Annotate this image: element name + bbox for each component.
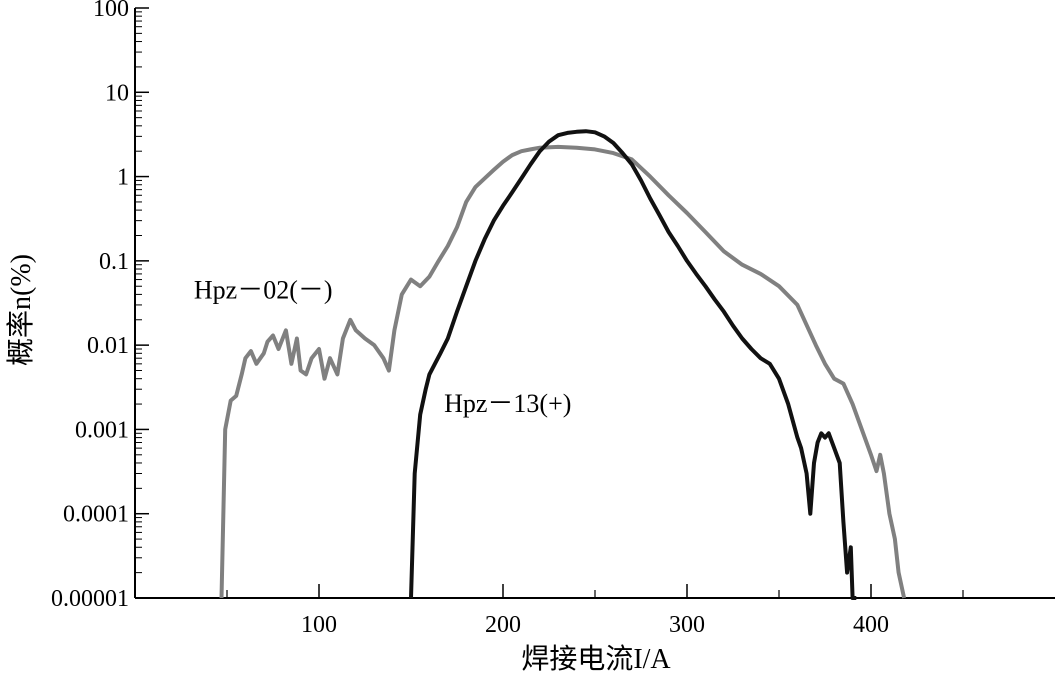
y-tick-label: 0.00001 — [51, 586, 129, 612]
tick-labels: 100 200 300 400 100 10 1 0.1 0.01 0.001 0.0001 0.00… — [51, 0, 889, 638]
tick-marks — [135, 7, 964, 599]
y-tick-label: 100 — [93, 0, 129, 22]
x-tick-label: 300 — [669, 612, 705, 638]
series-line-hpz-13 — [409, 129, 857, 600]
y-tick-label: 0.001 — [75, 417, 129, 443]
x-tick-label: 200 — [485, 612, 521, 638]
y-tick-label: 0.0001 — [63, 502, 129, 528]
series-line-hpz-02 — [219, 144, 907, 599]
x-tick-label: 400 — [853, 612, 889, 638]
series-layer — [219, 129, 907, 600]
y-tick-label: 0.1 — [99, 249, 129, 275]
y-tick-label: 10 — [105, 80, 129, 106]
annotation-layer: Hpz－02(－) Hpz－13(+) — [194, 275, 572, 418]
x-tick-label: 100 — [301, 612, 337, 638]
y-axis-label: 概率n(%) — [5, 254, 37, 366]
series-annotation: Hpz－13(+) — [444, 389, 571, 418]
y-tick-label: 0.01 — [87, 333, 129, 359]
y-tick-label: 1 — [117, 165, 129, 191]
x-axis-label: 焊接电流I/A — [521, 643, 671, 675]
series-annotation: Hpz－02(－) — [194, 275, 333, 304]
